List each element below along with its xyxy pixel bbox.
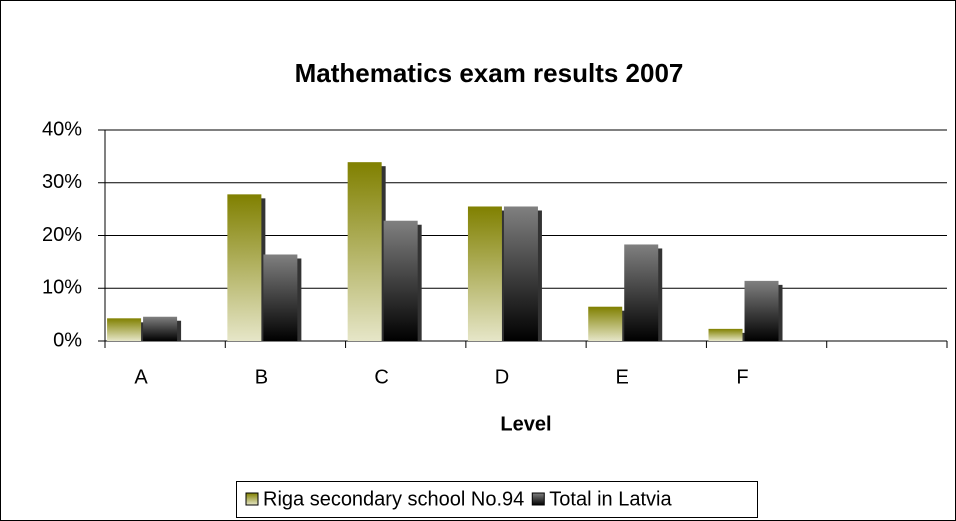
bar — [467, 206, 502, 341]
legend-label: Total in Latvia — [549, 488, 672, 510]
legend-label: Riga secondary school No.94 — [263, 488, 524, 510]
x-axis-label: Level — [500, 413, 551, 435]
legend-swatch — [531, 492, 545, 506]
y-tick-label: 30% — [42, 171, 82, 193]
y-tick-label: 0% — [53, 329, 82, 351]
x-tick-label: A — [134, 366, 148, 388]
bar — [107, 318, 142, 341]
legend-swatch — [245, 492, 259, 506]
x-tick-label: B — [255, 366, 268, 388]
x-tick-label: D — [495, 366, 509, 388]
legend — [236, 481, 758, 518]
bar — [503, 206, 538, 341]
y-tick-label: 10% — [42, 277, 82, 299]
x-tick-label: E — [616, 366, 629, 388]
x-tick-label: C — [374, 366, 388, 388]
bar — [227, 194, 262, 341]
bar — [347, 162, 382, 341]
chart-title: Mathematics exam results 2007 — [295, 58, 684, 88]
bar — [143, 316, 178, 341]
bar — [708, 328, 743, 341]
bar — [263, 254, 298, 341]
x-tick-label: F — [736, 366, 748, 388]
bar — [383, 220, 418, 341]
y-tick-label: 20% — [42, 224, 82, 246]
y-tick-label: 40% — [42, 118, 82, 140]
bar — [744, 280, 779, 341]
bar — [588, 306, 623, 341]
bar — [624, 244, 659, 341]
